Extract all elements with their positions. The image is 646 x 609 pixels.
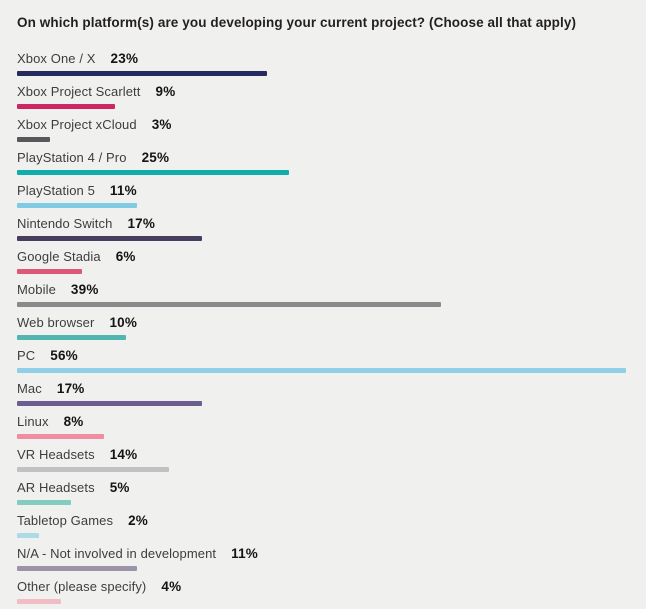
row-label-line: PlayStation 5 11% [17,181,629,201]
row-label-line: Google Stadia 6% [17,247,629,267]
bar [17,467,169,472]
bar [17,104,115,109]
category-label: Mobile [17,282,56,297]
value-label: 56% [50,348,78,363]
value-label: 10% [109,315,138,330]
bar [17,368,626,373]
chart-rows: Xbox One / X 23% Xbox Project Scarlett 9… [17,49,629,609]
row-label-line: Other (please specify) 4% [17,577,629,597]
chart-row: Web browser 10% [17,313,629,346]
value-label: 6% [115,249,136,264]
chart-row: N/A - Not involved in development 11% [17,544,629,577]
value-label: 25% [141,150,170,165]
row-label-line: Tabletop Games 2% [17,511,629,531]
bar [17,434,104,439]
value-label: 2% [128,513,148,528]
bar [17,533,39,538]
chart-row: Other (please specify) 4% [17,577,629,609]
row-label-line: Web browser 10% [17,313,629,333]
chart-row: Xbox One / X 23% [17,49,629,82]
category-label: Other (please specify) [17,579,147,594]
bar [17,500,71,505]
bar [17,269,82,274]
category-label: VR Headsets [17,447,95,462]
value-label: 11% [109,183,137,198]
category-label: Mac [17,381,42,396]
bar [17,71,267,76]
bar [17,566,137,571]
bar [17,170,289,175]
value-label: 3% [151,117,172,132]
row-label-line: Linux 8% [17,412,629,432]
row-label-line: Mac 17% [17,379,629,399]
bar [17,203,137,208]
value-label: 17% [127,216,156,231]
category-label: Web browser [17,315,95,330]
bar [17,335,126,340]
category-label: AR Headsets [17,480,95,495]
category-label: Xbox Project xCloud [17,117,137,132]
value-label: 17% [56,381,85,396]
chart-row: PlayStation 4 / Pro 25% [17,148,629,181]
category-label: Nintendo Switch [17,216,113,231]
bar [17,137,50,142]
row-label-line: PC 56% [17,346,629,366]
category-label: Linux [17,414,49,429]
bar [17,302,441,307]
chart-row: PlayStation 5 11% [17,181,629,214]
row-label-line: Xbox Project Scarlett 9% [17,82,629,102]
chart-row: Tabletop Games 2% [17,511,629,544]
row-label-line: Xbox One / X 23% [17,49,629,69]
chart-title: On which platform(s) are you developing … [17,15,577,30]
chart-row: PC 56% [17,346,629,379]
row-label-line: Mobile 39% [17,280,629,300]
row-label-line: VR Headsets 14% [17,445,629,465]
value-label: 5% [109,480,130,495]
category-label: Tabletop Games [17,513,114,528]
chart-row: AR Headsets 5% [17,478,629,511]
chart-row: Linux 8% [17,412,629,445]
chart-row: Xbox Project xCloud 3% [17,115,629,148]
category-label: Xbox Project Scarlett [17,84,141,99]
row-label-line: Nintendo Switch 17% [17,214,629,234]
value-label: 11% [231,546,258,561]
value-label: 4% [161,579,182,594]
value-label: 39% [70,282,99,297]
category-label: PC [17,348,36,363]
value-label: 8% [63,414,84,429]
value-label: 14% [109,447,138,462]
category-label: Xbox One / X [17,51,96,66]
category-label: N/A - Not involved in development [17,546,217,561]
chart-row: VR Headsets 14% [17,445,629,478]
chart-row: Mobile 39% [17,280,629,313]
chart-row: Nintendo Switch 17% [17,214,629,247]
row-label-line: Xbox Project xCloud 3% [17,115,629,135]
chart-row: Google Stadia 6% [17,247,629,280]
chart-row: Mac 17% [17,379,629,412]
value-label: 9% [155,84,176,99]
value-label: 23% [110,51,139,66]
bar [17,401,202,406]
bar [17,599,61,604]
category-label: PlayStation 4 / Pro [17,150,127,165]
row-label-line: AR Headsets 5% [17,478,629,498]
row-label-line: N/A - Not involved in development 11% [17,544,629,564]
chart-row: Xbox Project Scarlett 9% [17,82,629,115]
row-label-line: PlayStation 4 / Pro 25% [17,148,629,168]
bar [17,236,202,241]
category-label: PlayStation 5 [17,183,95,198]
category-label: Google Stadia [17,249,101,264]
